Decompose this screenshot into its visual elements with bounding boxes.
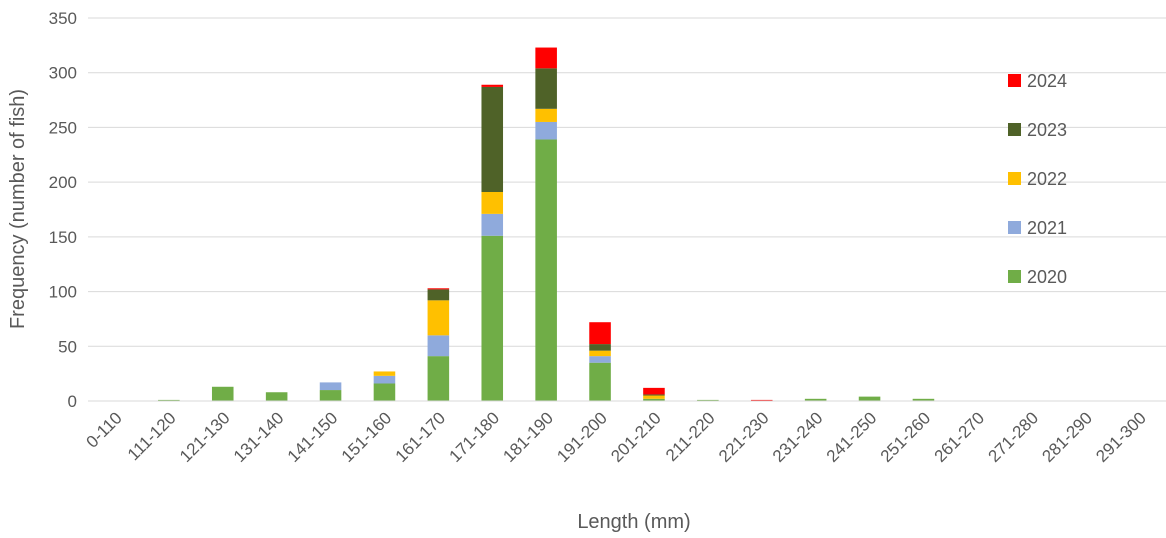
- x-tick-label: 151-160: [338, 408, 396, 466]
- bar-segment-2023: [643, 394, 665, 396]
- bar-segment-2022: [643, 395, 665, 399]
- bar-segment-2021: [319, 382, 342, 391]
- bar-segment-2020: [211, 386, 234, 401]
- x-tick-label: 271-280: [985, 408, 1043, 466]
- legend-label: 2023: [1027, 120, 1067, 140]
- y-tick-label: 0: [68, 392, 77, 411]
- legend-swatch: [1008, 172, 1021, 185]
- x-tick-label: 251-260: [877, 408, 935, 466]
- bar-segment-2021: [427, 335, 450, 357]
- y-tick-label: 250: [49, 118, 77, 137]
- gridlines: [88, 17, 1166, 347]
- bar-segment-2021: [589, 356, 611, 363]
- bar-segment-2020: [427, 356, 450, 401]
- bar-segment-2020: [319, 390, 342, 401]
- y-tick-label: 200: [49, 173, 77, 192]
- y-tick-label: 50: [58, 337, 77, 356]
- legend: 2024 2023 2022 2021 2020: [1008, 71, 1067, 287]
- y-axis-ticks: 0 50 100 150 200 250 300 350: [49, 9, 77, 411]
- y-tick-label: 100: [49, 283, 77, 302]
- bar-segment-2020: [535, 139, 557, 402]
- legend-label: 2020: [1027, 267, 1067, 287]
- x-tick-label: 171-180: [446, 408, 504, 466]
- bar-segment-2023: [481, 86, 504, 192]
- x-tick-label: 261-270: [931, 408, 989, 466]
- legend-swatch: [1008, 74, 1021, 87]
- legend-swatch: [1008, 270, 1021, 283]
- x-tick-label: 0-110: [82, 408, 125, 451]
- legend-swatch: [1008, 221, 1021, 234]
- x-tick-label: 111-120: [124, 408, 180, 464]
- bar-segment-2024: [589, 322, 611, 345]
- bar-segment-2021: [373, 375, 396, 384]
- bar-segment-2020: [912, 398, 935, 401]
- x-tick-label: 231-240: [769, 408, 827, 466]
- x-tick-label: 241-250: [823, 408, 881, 466]
- bar-segment-2023: [589, 344, 611, 351]
- x-axis-title: Length (mm): [577, 511, 690, 533]
- y-tick-label: 150: [49, 228, 77, 247]
- bar-segment-2020: [158, 399, 180, 401]
- bar-segment-2020: [858, 396, 881, 401]
- bar-segment-2024: [427, 288, 450, 290]
- bar-segment-2022: [481, 191, 504, 214]
- bar-segment-2020: [481, 235, 504, 401]
- bar-segment-2024: [750, 399, 773, 401]
- bar-segment-2021: [535, 121, 557, 140]
- legend-label: 2021: [1027, 218, 1067, 238]
- bar-segment-2020: [265, 392, 288, 401]
- x-tick-label: 181-190: [499, 408, 557, 466]
- y-tick-label: 350: [49, 9, 77, 28]
- bar-segment-2023: [427, 289, 450, 301]
- x-tick-label: 121-130: [176, 408, 234, 466]
- x-tick-label: 221-230: [715, 408, 773, 466]
- x-tick-label: 281-290: [1038, 408, 1096, 466]
- x-axis-ticks: 0-110111-120121-130131-140141-150151-160…: [82, 408, 1149, 466]
- legend-swatch: [1008, 123, 1021, 136]
- bar-segment-2024: [481, 84, 504, 87]
- bar-segment-2020: [373, 383, 396, 401]
- bars: [158, 47, 935, 402]
- legend-label: 2022: [1027, 169, 1067, 189]
- bar-segment-2020: [697, 399, 719, 401]
- x-tick-label: 161-170: [392, 408, 450, 466]
- bar-segment-2022: [427, 300, 450, 336]
- x-tick-label: 191-200: [553, 408, 611, 466]
- bar-segment-2024: [535, 47, 557, 69]
- bar-segment-2024: [643, 387, 665, 395]
- bar-segment-2022: [535, 108, 557, 122]
- bar-segment-2020: [589, 362, 611, 401]
- x-tick-label: 131-140: [230, 408, 288, 466]
- y-axis-title: Frequency (number of fish): [7, 89, 29, 329]
- x-tick-label: 201-210: [607, 408, 665, 466]
- bar-segment-2021: [481, 213, 504, 236]
- bar-segment-2022: [373, 371, 396, 376]
- bar-segment-2023: [535, 68, 557, 109]
- bar-segment-2020: [804, 398, 827, 401]
- legend-label: 2024: [1027, 71, 1067, 91]
- x-tick-label: 291-300: [1092, 408, 1150, 466]
- bar-segment-2020: [643, 398, 665, 401]
- x-tick-label: 211-220: [662, 408, 719, 465]
- bar-segment-2022: [589, 350, 611, 357]
- x-tick-label: 141-150: [284, 408, 342, 466]
- y-tick-label: 300: [49, 64, 77, 83]
